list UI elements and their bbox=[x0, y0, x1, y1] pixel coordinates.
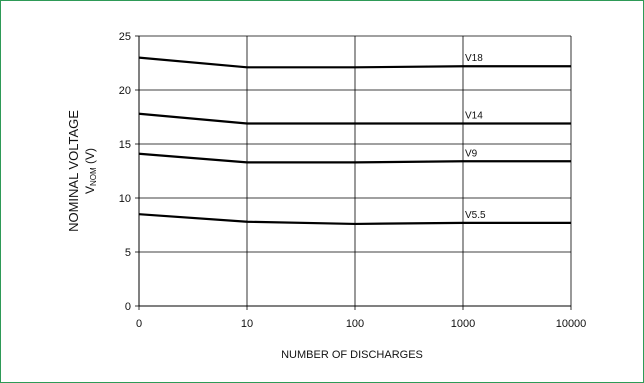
x-axis-label: NUMBER OF DISCHARGES bbox=[281, 349, 423, 361]
y-axis-label: NOMINAL VOLTAGE VNOM (V) bbox=[66, 110, 98, 232]
x-tick-label: 10000 bbox=[556, 318, 587, 330]
series-line-v5-5 bbox=[138, 213, 571, 226]
y-tick-label: 10 bbox=[119, 193, 131, 205]
y-tick-label: 25 bbox=[119, 31, 131, 43]
x-tick-label: 10 bbox=[241, 318, 253, 330]
series-line-v9 bbox=[138, 152, 571, 164]
series-line-v14 bbox=[138, 112, 571, 125]
axes bbox=[135, 35, 572, 310]
series-label-v9: V9 bbox=[465, 148, 478, 159]
x-tick-label: 1000 bbox=[451, 318, 475, 330]
series-label-v18: V18 bbox=[465, 53, 483, 64]
series-label-v14: V14 bbox=[465, 110, 483, 121]
y-axis-label-v: V bbox=[83, 186, 97, 194]
y-tick-label: 20 bbox=[119, 85, 131, 97]
y-axis-label-sub: NOM bbox=[89, 167, 98, 186]
y-axis-label-line1: NOMINAL VOLTAGE bbox=[66, 110, 81, 232]
series-labels: V18 V14 V9 V5.5 bbox=[465, 53, 486, 221]
y-axis-label-unit: (V) bbox=[83, 148, 97, 167]
series-label-v5-5: V5.5 bbox=[465, 210, 486, 221]
x-tick-label: 100 bbox=[346, 318, 364, 330]
x-tick-labels: 0 10 100 1000 10000 bbox=[136, 318, 586, 330]
y-tick-labels: 0 5 10 15 20 25 bbox=[119, 31, 131, 313]
y-tick-label: 15 bbox=[119, 139, 131, 151]
grid-lines bbox=[139, 35, 572, 306]
y-axis-label-line2: VNOM (V) bbox=[83, 148, 98, 194]
series-line-v18 bbox=[138, 56, 571, 69]
series-lines bbox=[138, 56, 571, 226]
x-tick-label: 0 bbox=[136, 318, 142, 330]
y-tick-label: 5 bbox=[125, 247, 131, 259]
y-tick-label: 0 bbox=[125, 301, 131, 313]
